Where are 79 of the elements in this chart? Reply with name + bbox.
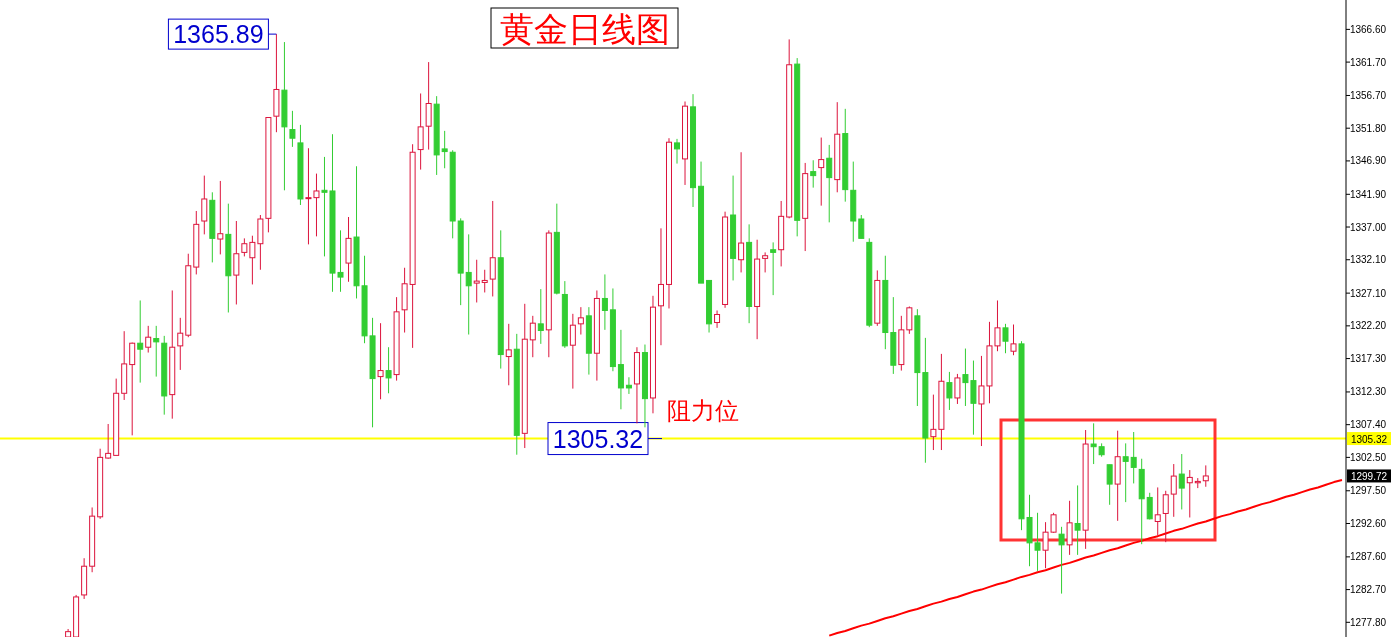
candlestick <box>1178 453 1185 510</box>
y-tick-label: 1356.70 <box>1349 89 1387 101</box>
candlestick <box>1074 484 1081 556</box>
candlestick <box>489 200 496 297</box>
y-tick-label: 1307.40 <box>1349 419 1387 431</box>
candlestick <box>1002 323 1009 354</box>
candlestick <box>657 227 664 346</box>
candlestick <box>1122 442 1129 503</box>
candlestick <box>625 376 632 395</box>
candlestick <box>505 323 512 386</box>
candlestick <box>674 138 681 165</box>
candlestick <box>569 313 576 390</box>
candlestick <box>145 325 152 354</box>
chart-title: 黄金日线图 <box>499 11 670 48</box>
annotation: 1365.89 <box>173 20 264 49</box>
y-tick-label: 1302.50 <box>1349 451 1387 463</box>
text: 1299.72 <box>1350 470 1388 482</box>
y-tick-label: 1366.60 <box>1349 23 1387 35</box>
y-tick-label: 1332.10 <box>1349 254 1387 266</box>
candlestick <box>714 309 721 329</box>
candlestick <box>377 322 384 400</box>
candlestick <box>577 306 584 336</box>
candlestick <box>762 251 769 273</box>
candlestick <box>1058 526 1065 595</box>
candlestick <box>465 233 472 336</box>
y-tick-label: 1361.70 <box>1349 56 1387 68</box>
candlestick <box>137 299 144 384</box>
candlestick <box>201 175 208 235</box>
candlestick <box>954 373 961 405</box>
candlestick <box>153 325 160 378</box>
y-tick-label: 1351.80 <box>1349 122 1387 134</box>
line-series <box>828 479 1343 637</box>
candlestick <box>473 259 480 303</box>
candlestick <box>217 180 224 255</box>
y-tick-label: 1287.60 <box>1349 551 1387 563</box>
candlestick <box>617 329 624 410</box>
candlestick <box>1186 469 1193 518</box>
candlestick <box>105 423 112 460</box>
y-tick-label: 1341.90 <box>1349 188 1387 200</box>
y-tick-label: 1317.30 <box>1349 353 1387 365</box>
y-tick-label: 1292.60 <box>1349 517 1387 529</box>
candlestick <box>946 371 953 411</box>
ref-line-label: 1305.32 <box>552 424 644 453</box>
candlestick <box>1130 431 1137 484</box>
candlestick <box>529 315 536 358</box>
candlestick <box>129 342 136 436</box>
candlestick <box>441 130 448 169</box>
candlestick <box>1106 464 1113 506</box>
candlestick <box>289 110 296 148</box>
candlestick <box>177 317 184 371</box>
y-tick-label: 1297.50 <box>1349 485 1387 497</box>
candlestick <box>1146 492 1153 520</box>
candlestick <box>1162 490 1169 543</box>
y-tick-label: 1327.10 <box>1349 287 1387 299</box>
candlestick <box>1066 500 1073 556</box>
y-tick-label: 1277.80 <box>1349 616 1387 628</box>
candlestick <box>1170 463 1177 518</box>
candlestick <box>601 273 608 331</box>
candlestick <box>1010 324 1017 356</box>
candlestick <box>1202 464 1209 488</box>
candlestick <box>858 214 865 239</box>
candlestick <box>906 305 913 335</box>
y-tick-label: 1346.90 <box>1349 155 1387 167</box>
annotation: 阻力位 <box>667 397 739 424</box>
y-tick-label: 1312.30 <box>1349 386 1387 398</box>
candlestick <box>826 144 833 223</box>
text: 1305.32 <box>1350 433 1388 445</box>
candlestick <box>810 159 817 189</box>
y-tick-label: 1322.20 <box>1349 320 1387 332</box>
candlestick <box>233 220 240 305</box>
candlestick <box>1154 486 1161 537</box>
candlestick <box>537 288 544 345</box>
y-tick-label: 1337.00 <box>1349 221 1387 233</box>
candlestick <box>481 269 488 293</box>
candlestick <box>818 137 825 207</box>
candlestick <box>385 346 392 394</box>
candlestick <box>770 241 777 296</box>
candlestick <box>738 151 745 273</box>
y-tick-label: 1282.70 <box>1349 584 1387 596</box>
